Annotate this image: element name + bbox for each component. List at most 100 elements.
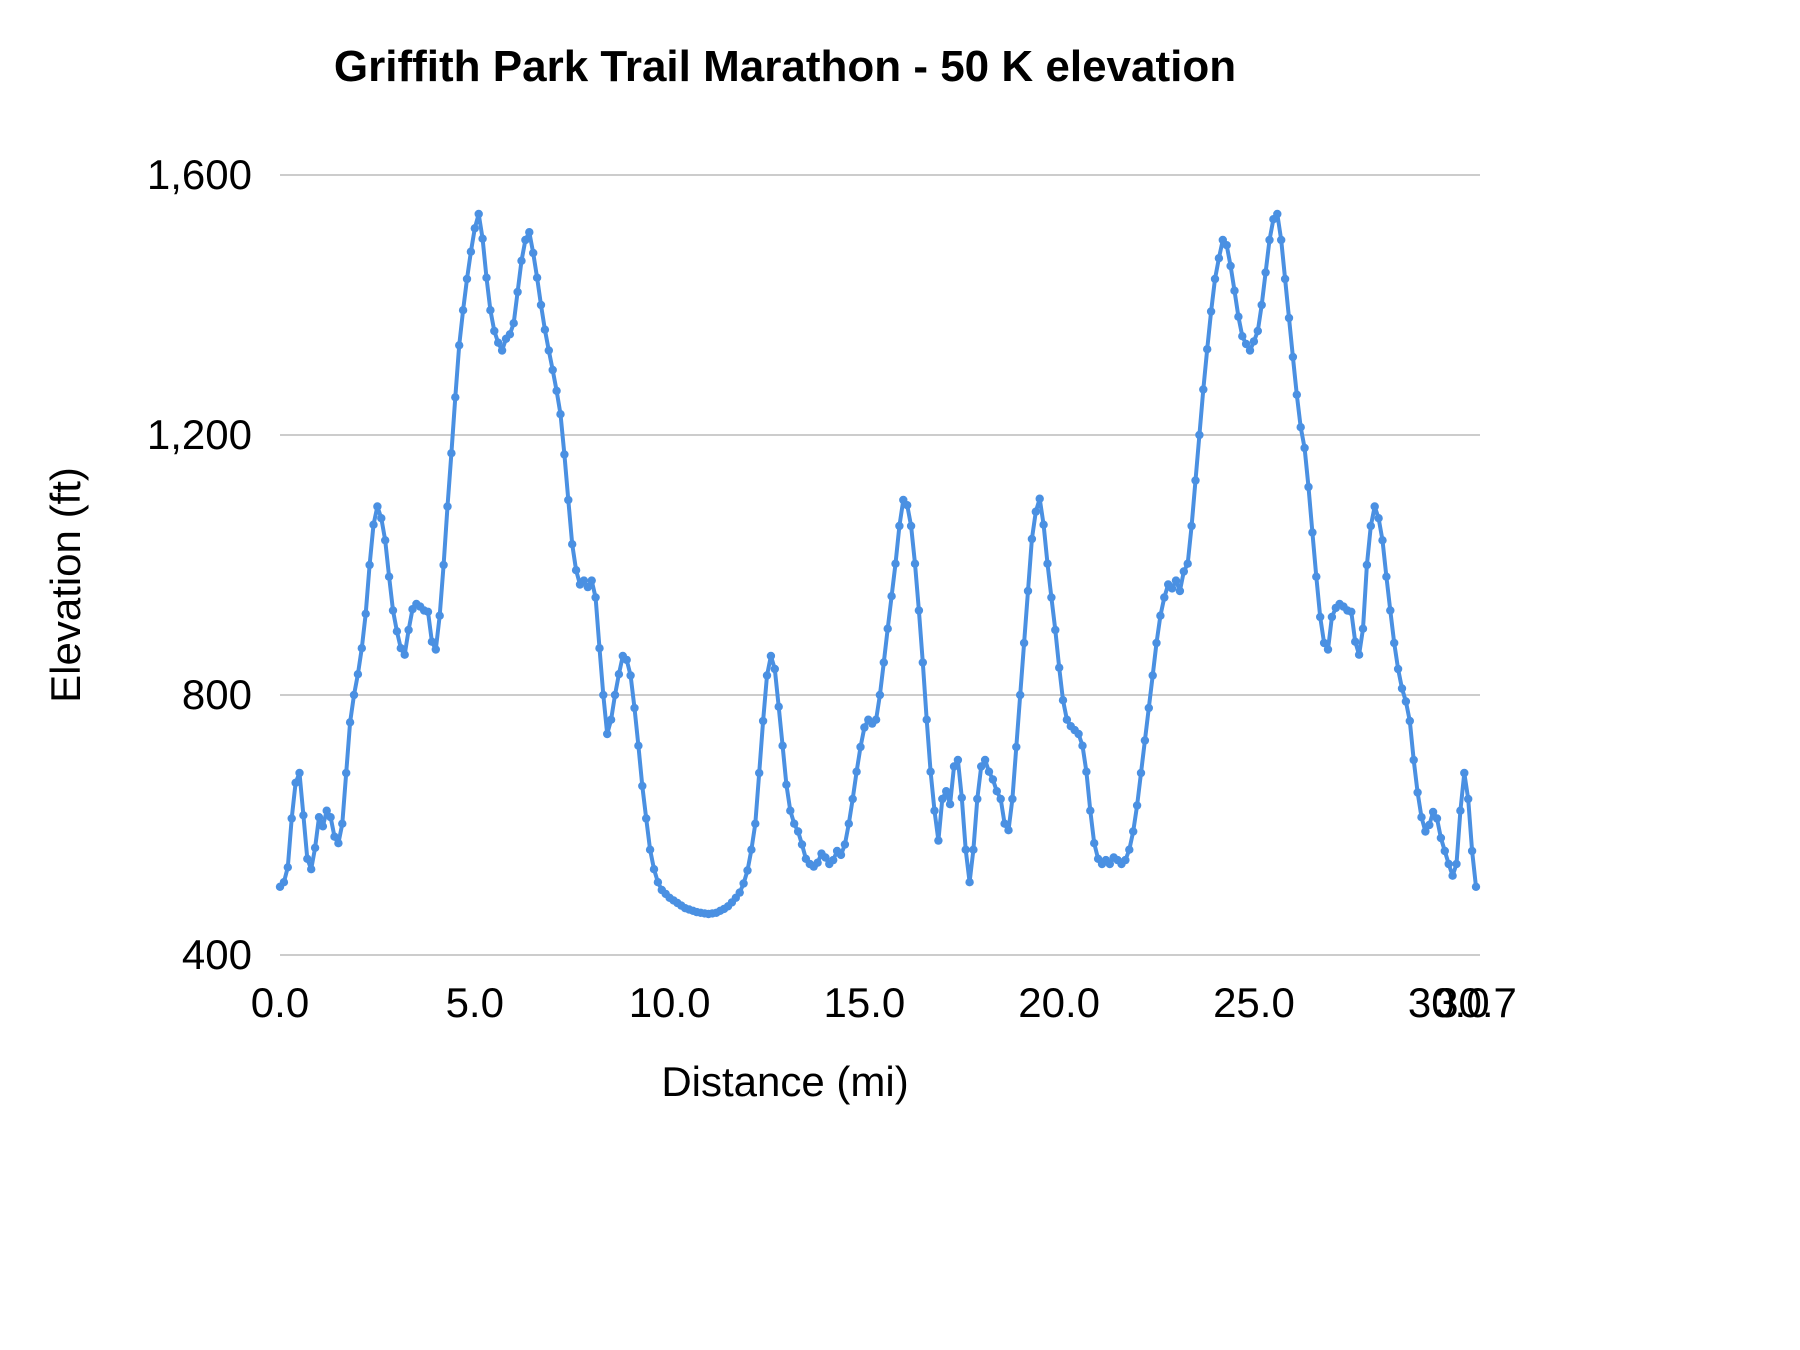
data-point [813, 858, 822, 867]
data-point [1452, 859, 1461, 869]
data-point [645, 845, 655, 854]
data-point [1432, 814, 1442, 823]
data-point [447, 449, 456, 458]
data-point [922, 715, 931, 724]
data-point [314, 813, 324, 822]
data-point [377, 514, 386, 523]
data-point [871, 715, 881, 724]
data-point [918, 658, 927, 667]
data-point [778, 741, 787, 750]
data-point [1436, 833, 1446, 843]
data-point [758, 716, 768, 726]
data-point [1175, 586, 1185, 596]
data-point [790, 819, 799, 828]
data-point [478, 234, 487, 243]
data-point [649, 865, 659, 874]
data-point [610, 690, 620, 700]
x-axis-title: Distance (mi) [661, 1058, 909, 1105]
data-point [1055, 663, 1064, 672]
data-point [1292, 390, 1302, 399]
data-point [509, 319, 518, 328]
x-tick-label-25.0: 25.0 [1213, 979, 1295, 1026]
data-point [786, 806, 795, 815]
data-point [1016, 690, 1025, 700]
data-point [930, 806, 939, 815]
data-point [357, 644, 366, 653]
data-point [766, 651, 776, 661]
data-point [840, 840, 850, 849]
data-point [1261, 268, 1270, 277]
data-point [988, 775, 998, 784]
data-point [583, 582, 592, 592]
data-point [1417, 813, 1426, 822]
x-tick-label-10.0: 10.0 [629, 979, 711, 1026]
data-point [984, 767, 994, 776]
data-point [279, 878, 289, 887]
data-point [965, 878, 974, 887]
data-point [1464, 794, 1473, 804]
data-point [373, 502, 382, 511]
data-point [474, 209, 483, 219]
data-point [1121, 855, 1130, 865]
data-point [1167, 584, 1177, 593]
data-point [310, 843, 320, 852]
data-point [455, 341, 464, 350]
data-point [490, 326, 499, 336]
data-point [1027, 534, 1037, 544]
data-point [1370, 502, 1379, 511]
data-point [326, 813, 335, 822]
data-point [470, 224, 479, 233]
data-point [1222, 241, 1231, 250]
data-point [494, 338, 503, 347]
data-point [1265, 235, 1274, 245]
data-point [486, 306, 495, 315]
data-point [973, 794, 982, 804]
data-point [427, 637, 437, 646]
data-point [1226, 261, 1235, 271]
data-point [879, 658, 888, 667]
data-point [1397, 684, 1407, 693]
data-point [1273, 209, 1282, 219]
data-point [1047, 593, 1056, 602]
data-point [599, 690, 608, 700]
data-point [369, 520, 378, 529]
data-point [630, 703, 639, 713]
chart-title: Griffith Park Trail Marathon - 50 K elev… [333, 42, 1237, 91]
data-point [283, 863, 292, 872]
data-point [1160, 593, 1169, 602]
data-point [1035, 494, 1044, 503]
data-point [1144, 703, 1154, 713]
data-point [591, 593, 600, 602]
data-point [883, 624, 892, 633]
data-point [587, 576, 596, 585]
data-point [579, 576, 589, 585]
data-point [969, 845, 978, 854]
data-point [1183, 559, 1192, 568]
data-point [1284, 313, 1294, 323]
data-point [396, 644, 405, 653]
data-point [1000, 819, 1009, 828]
data-point [532, 273, 542, 282]
data-point [1152, 638, 1161, 648]
data-point [1405, 716, 1415, 726]
data-point [961, 845, 970, 854]
data-point [903, 501, 912, 510]
data-point [322, 806, 331, 815]
data-point [330, 832, 339, 841]
data-point [392, 627, 402, 636]
data-point [797, 840, 807, 849]
data-point [1393, 664, 1403, 674]
data-point [1187, 521, 1196, 531]
data-point [361, 609, 370, 618]
data-point [762, 671, 772, 680]
elevation-series-line [278, 212, 1478, 916]
data-point [735, 888, 744, 897]
data-point [1312, 572, 1321, 581]
data-point [560, 450, 569, 459]
data-point [1421, 827, 1430, 836]
data-point [1374, 514, 1383, 523]
data-point [1230, 286, 1239, 295]
data-point [1082, 767, 1091, 776]
data-point [458, 306, 468, 315]
